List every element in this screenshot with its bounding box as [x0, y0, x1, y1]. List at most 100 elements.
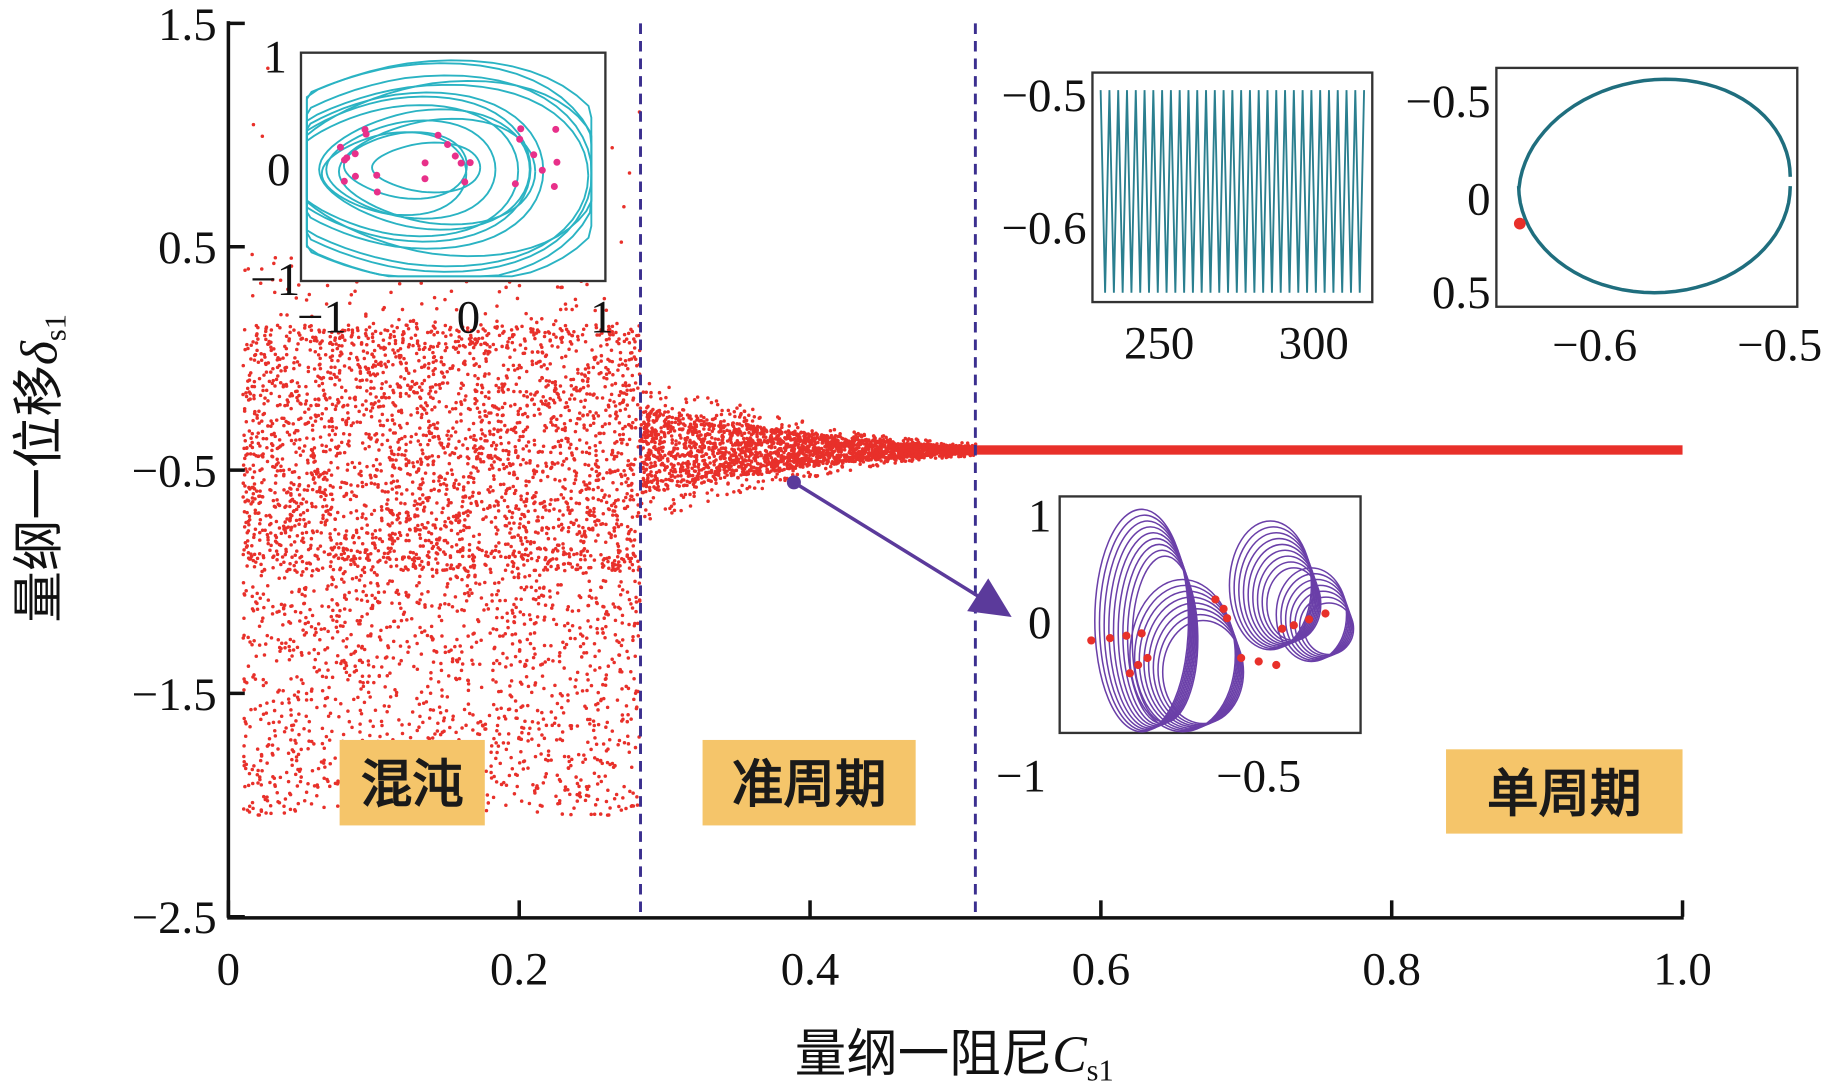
data-point — [543, 603, 548, 607]
data-point — [384, 560, 388, 564]
data-point — [546, 657, 551, 662]
data-point — [487, 372, 491, 376]
data-point — [377, 448, 381, 452]
data-point — [392, 402, 397, 407]
data-point — [408, 473, 412, 477]
data-point — [625, 367, 630, 371]
data-point — [574, 446, 579, 451]
data-point — [427, 438, 432, 443]
data-point — [579, 778, 583, 782]
data-point — [309, 802, 314, 806]
data-point — [626, 458, 631, 463]
data-point — [246, 379, 250, 383]
data-point — [369, 379, 373, 384]
data-point — [323, 648, 327, 652]
data-point — [289, 481, 294, 485]
data-point — [256, 768, 260, 773]
data-point — [601, 476, 606, 481]
data-point — [487, 390, 491, 394]
data-point — [439, 441, 444, 446]
data-point — [408, 735, 413, 740]
data-point — [430, 638, 435, 642]
data-point — [262, 373, 266, 377]
data-point — [595, 626, 599, 631]
data-point — [308, 607, 312, 612]
data-point — [359, 711, 364, 716]
data-point — [452, 485, 456, 490]
data-point — [352, 465, 357, 470]
data-point — [309, 574, 314, 578]
data-point — [540, 402, 545, 406]
data-point — [256, 337, 260, 341]
data-point — [528, 541, 533, 546]
data-point — [567, 332, 571, 336]
data-point — [310, 504, 315, 509]
data-point — [269, 424, 273, 429]
data-point — [477, 410, 482, 414]
data-point — [607, 531, 612, 535]
data-point — [327, 433, 332, 437]
data-point — [477, 532, 482, 537]
data-point — [289, 677, 293, 681]
data-point — [241, 463, 246, 467]
data-point — [379, 331, 383, 336]
data-point — [258, 444, 262, 448]
data-point — [270, 421, 275, 426]
data-point — [512, 549, 516, 553]
data-point — [243, 456, 247, 461]
data-point — [276, 374, 280, 378]
data-point — [633, 340, 637, 344]
data-point — [706, 396, 710, 400]
data-point — [573, 636, 577, 641]
data-point — [261, 554, 266, 558]
data-point — [553, 683, 557, 688]
data-point — [376, 584, 380, 588]
data-point — [524, 369, 529, 374]
data-point — [287, 467, 292, 472]
data-point — [722, 429, 726, 434]
data-point — [390, 511, 395, 516]
data-point — [627, 537, 632, 542]
data-point — [467, 525, 471, 530]
data-point — [304, 615, 308, 620]
data-point — [418, 625, 422, 630]
data-point — [549, 497, 553, 502]
data-point — [334, 660, 339, 665]
data-point — [270, 612, 275, 616]
data-point — [449, 468, 454, 472]
data-point — [320, 741, 325, 746]
data-point — [293, 356, 297, 360]
data-point — [257, 552, 262, 556]
data-point — [404, 519, 408, 524]
data-point — [402, 453, 407, 457]
data-point — [644, 390, 649, 394]
data-point — [412, 556, 417, 560]
data-point — [630, 562, 635, 567]
data-point — [599, 779, 604, 784]
data-point — [786, 429, 791, 433]
data-point — [266, 66, 270, 71]
data-point — [264, 680, 268, 685]
data-point — [261, 592, 266, 596]
data-point — [435, 729, 440, 733]
data-point — [427, 716, 432, 720]
data-point — [468, 351, 472, 356]
data-point — [265, 701, 269, 705]
data-point — [254, 333, 259, 338]
data-point — [422, 408, 427, 412]
data-point — [376, 560, 380, 564]
data-point — [283, 529, 288, 533]
data-point — [422, 629, 427, 633]
data-point — [379, 516, 384, 520]
data-point — [494, 627, 499, 632]
data-point — [396, 592, 401, 596]
data-point — [494, 756, 498, 761]
data-point — [349, 510, 353, 515]
data-point — [373, 364, 378, 368]
data-point — [520, 542, 525, 546]
data-point — [453, 339, 458, 344]
data-point — [249, 357, 253, 361]
data-point — [572, 397, 577, 401]
data-point — [303, 323, 307, 328]
data-point — [455, 549, 460, 554]
